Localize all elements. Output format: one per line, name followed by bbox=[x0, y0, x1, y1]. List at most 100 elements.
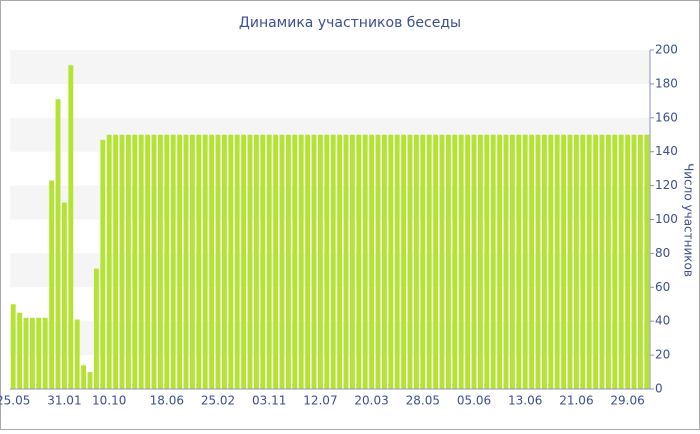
bar bbox=[324, 134, 330, 389]
bar bbox=[625, 134, 631, 389]
bar bbox=[593, 134, 599, 389]
bar bbox=[305, 134, 311, 389]
x-tick-label: 20.03 bbox=[354, 394, 388, 408]
bar bbox=[298, 134, 304, 389]
bar bbox=[29, 317, 35, 389]
bar bbox=[394, 134, 400, 389]
bar bbox=[234, 134, 240, 389]
x-tick-label: 12.07 bbox=[303, 394, 337, 408]
bar bbox=[177, 134, 183, 389]
x-tick-label: 31.01 bbox=[47, 394, 81, 408]
bar bbox=[157, 134, 163, 389]
bar bbox=[74, 319, 80, 389]
bar bbox=[561, 134, 567, 389]
bar bbox=[337, 134, 343, 389]
bar bbox=[221, 134, 227, 389]
x-tick-label: 25.05 bbox=[0, 394, 30, 408]
y-axis-label: Число участников bbox=[682, 163, 696, 277]
bar bbox=[145, 134, 151, 389]
bar bbox=[311, 134, 317, 389]
bar bbox=[36, 317, 42, 389]
bar bbox=[407, 134, 413, 389]
bar bbox=[55, 99, 61, 389]
bar bbox=[413, 134, 419, 389]
grid-band bbox=[10, 117, 650, 152]
bar bbox=[509, 134, 515, 389]
bar bbox=[458, 134, 464, 389]
bar bbox=[279, 134, 285, 389]
x-tick-label: 10.10 bbox=[92, 394, 126, 408]
bar bbox=[381, 134, 387, 389]
bar bbox=[426, 134, 432, 389]
bar bbox=[343, 134, 349, 389]
bar bbox=[452, 134, 458, 389]
x-tick-label: 13.06 bbox=[508, 394, 542, 408]
bar bbox=[49, 180, 55, 389]
bar bbox=[81, 365, 87, 389]
bar bbox=[554, 134, 560, 389]
bar bbox=[42, 317, 48, 389]
grid-band bbox=[10, 321, 650, 356]
bar bbox=[401, 134, 407, 389]
bar bbox=[106, 134, 112, 389]
x-tick-label: 25.02 bbox=[201, 394, 235, 408]
bar bbox=[61, 202, 67, 389]
bar bbox=[644, 134, 650, 389]
bar bbox=[541, 134, 547, 389]
bar bbox=[471, 134, 477, 389]
bar bbox=[247, 134, 253, 389]
x-tick-label: 05.06 bbox=[457, 394, 491, 408]
bar bbox=[215, 134, 221, 389]
x-tick-label: 28.05 bbox=[406, 394, 440, 408]
y-tick-label: 180 bbox=[655, 76, 678, 90]
x-tick-label: 03.11 bbox=[252, 394, 286, 408]
bar bbox=[260, 134, 266, 389]
grid-band bbox=[10, 50, 650, 84]
bar bbox=[637, 134, 643, 389]
y-tick-label: 80 bbox=[655, 246, 670, 260]
bar bbox=[420, 134, 426, 389]
bar bbox=[477, 134, 483, 389]
bar bbox=[586, 134, 592, 389]
bar bbox=[612, 134, 618, 389]
bar bbox=[529, 134, 535, 389]
bar bbox=[433, 134, 439, 389]
bar bbox=[196, 134, 202, 389]
bar bbox=[573, 134, 579, 389]
bar bbox=[388, 134, 394, 389]
bar bbox=[164, 134, 170, 389]
bar bbox=[183, 134, 189, 389]
bar bbox=[349, 134, 355, 389]
y-tick-label: 60 bbox=[655, 280, 670, 294]
x-tick-label: 21.06 bbox=[559, 394, 593, 408]
bar bbox=[17, 312, 23, 389]
chart-title: Динамика участников беседы bbox=[239, 15, 461, 31]
bar bbox=[292, 134, 298, 389]
bar bbox=[516, 134, 522, 389]
x-tick-label: 18.06 bbox=[150, 394, 184, 408]
bar bbox=[580, 134, 586, 389]
bar bbox=[567, 134, 573, 389]
bar bbox=[100, 139, 106, 389]
bar bbox=[285, 134, 291, 389]
bar bbox=[535, 134, 541, 389]
grid-band bbox=[10, 253, 650, 288]
y-tick-label: 160 bbox=[655, 110, 678, 124]
bar bbox=[599, 134, 605, 389]
bar bbox=[375, 134, 381, 389]
bar bbox=[68, 65, 74, 389]
bar bbox=[93, 268, 99, 389]
bar bbox=[170, 134, 176, 389]
y-tick-label: 40 bbox=[655, 314, 670, 328]
bar bbox=[87, 372, 93, 389]
x-tick-label: 29.06 bbox=[610, 394, 644, 408]
bar bbox=[605, 134, 611, 389]
y-tick-label: 0 bbox=[655, 382, 663, 396]
bar bbox=[241, 134, 247, 389]
bar bbox=[548, 134, 554, 389]
bar bbox=[138, 134, 144, 389]
bar bbox=[484, 134, 490, 389]
bar bbox=[330, 134, 336, 389]
y-tick-label: 20 bbox=[655, 348, 670, 362]
